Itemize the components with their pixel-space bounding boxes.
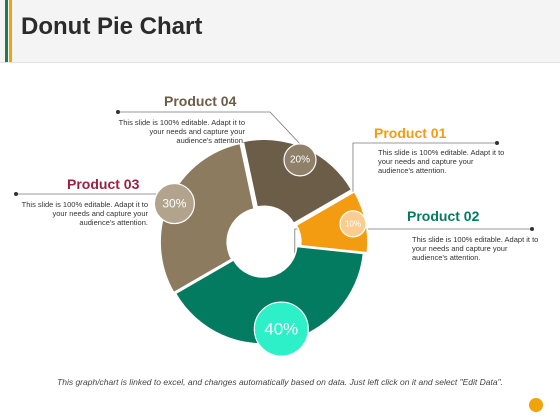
product-01-description: This slide is 100% editable. Adapt it to…	[378, 148, 505, 175]
slice-product-02[interactable]	[174, 245, 365, 345]
value-label-product-01: 10%	[345, 219, 361, 228]
accent-bar-orange	[9, 0, 12, 62]
product-02-description: This slide is 100% editable. Adapt it to…	[412, 235, 539, 262]
accent-bar-green	[5, 0, 8, 62]
connector-dot-product-02	[530, 227, 534, 231]
value-label-product-03: 30%	[162, 197, 186, 211]
slice-product-03[interactable]	[159, 142, 255, 294]
slice-product-04[interactable]	[242, 138, 353, 225]
connector-product-04	[118, 111, 301, 145]
footer-dot	[529, 398, 543, 412]
connector-dot-product-03	[14, 192, 18, 196]
connector-product-01	[352, 142, 497, 211]
value-bubbles: 10% 40% 30% 20%	[153, 143, 367, 357]
value-label-product-04: 20%	[290, 154, 310, 165]
page-title: Donut Pie Chart	[21, 13, 203, 40]
product-04-title: Product 04	[164, 93, 237, 109]
product-04-description: This slide is 100% editable. Adapt it to…	[118, 118, 245, 145]
value-bubble-product-03	[153, 182, 195, 225]
product-03-description: This slide is 100% editable. Adapt it to…	[21, 200, 148, 227]
value-label-product-02: 40%	[264, 320, 298, 339]
value-bubble-product-04	[283, 143, 317, 177]
value-bubble-product-01	[339, 210, 367, 238]
connector-dot-product-01	[495, 141, 499, 145]
footer-note: This graph/chart is linked to excel, and…	[57, 377, 503, 387]
connector-dot-product-04	[116, 110, 120, 114]
product-01-title: Product 01	[374, 125, 447, 141]
value-bubble-product-02	[253, 301, 309, 357]
slice-product-01[interactable]	[295, 190, 369, 254]
donut-slices	[159, 138, 369, 345]
header-band	[0, 0, 560, 63]
product-02-title: Product 02	[407, 208, 480, 224]
product-03-title: Product 03	[67, 176, 140, 192]
